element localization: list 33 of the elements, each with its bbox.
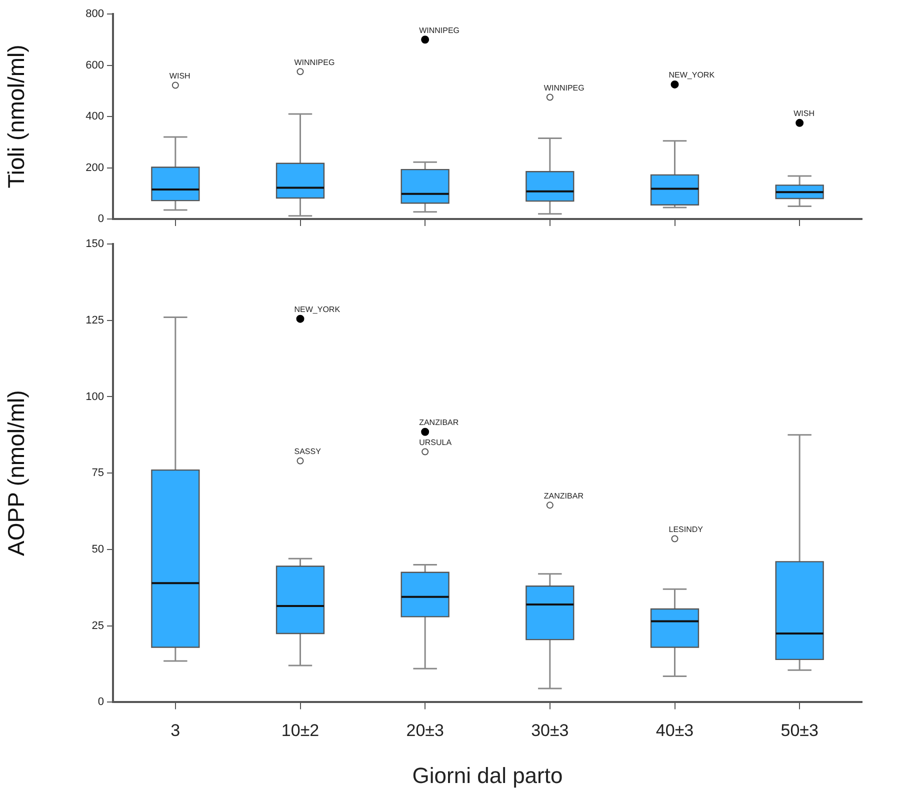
annotation: URSULA	[419, 438, 452, 447]
y-tick-label: 50	[92, 544, 104, 556]
y-tick-label: 125	[86, 314, 104, 326]
x-tick-label: 40±3	[656, 721, 694, 740]
y-tick-label: 150	[86, 238, 104, 250]
annotation: ZANZIBAR	[544, 491, 584, 500]
annotation: WISH	[169, 71, 191, 80]
y-tick-label: 0	[98, 696, 104, 708]
x-tick-label: 50±3	[780, 721, 818, 740]
annotation: ZANZIBAR	[419, 418, 459, 428]
annotation: LESINDY	[668, 524, 704, 534]
x-tick-label: 3	[170, 721, 180, 740]
annotation: SASSY	[294, 447, 322, 456]
x-tick-label: 20±3	[406, 721, 444, 740]
y-tick-label: 0	[98, 213, 104, 226]
y-tick-label: 75	[92, 467, 104, 480]
annotation: WINNIPEG	[294, 58, 335, 67]
y-tick-label: 25	[92, 620, 104, 632]
annotation: WINNIPEG	[544, 83, 584, 92]
x-tick-label: 30±3	[531, 721, 569, 740]
annotation: NEW_YORK	[294, 305, 341, 314]
y-tick-label: 600	[86, 59, 104, 72]
y-tick-label: 100	[86, 390, 104, 403]
x-axis-title: Giorni dal parto	[412, 762, 563, 788]
y-tick-label: 400	[86, 110, 104, 123]
y-axis-title: AOPP (nmol/ml)	[3, 390, 30, 556]
y-tick-label: 800	[86, 8, 104, 20]
annotation: NEW_YORK	[668, 70, 716, 80]
annotation: WINNIPEG	[419, 26, 460, 35]
y-axis-title: Tioli (nmol/ml)	[3, 44, 30, 188]
x-tick-label: 10±2	[281, 721, 320, 740]
y-tick-label: 200	[86, 162, 104, 174]
annotation: WISH	[794, 109, 815, 118]
